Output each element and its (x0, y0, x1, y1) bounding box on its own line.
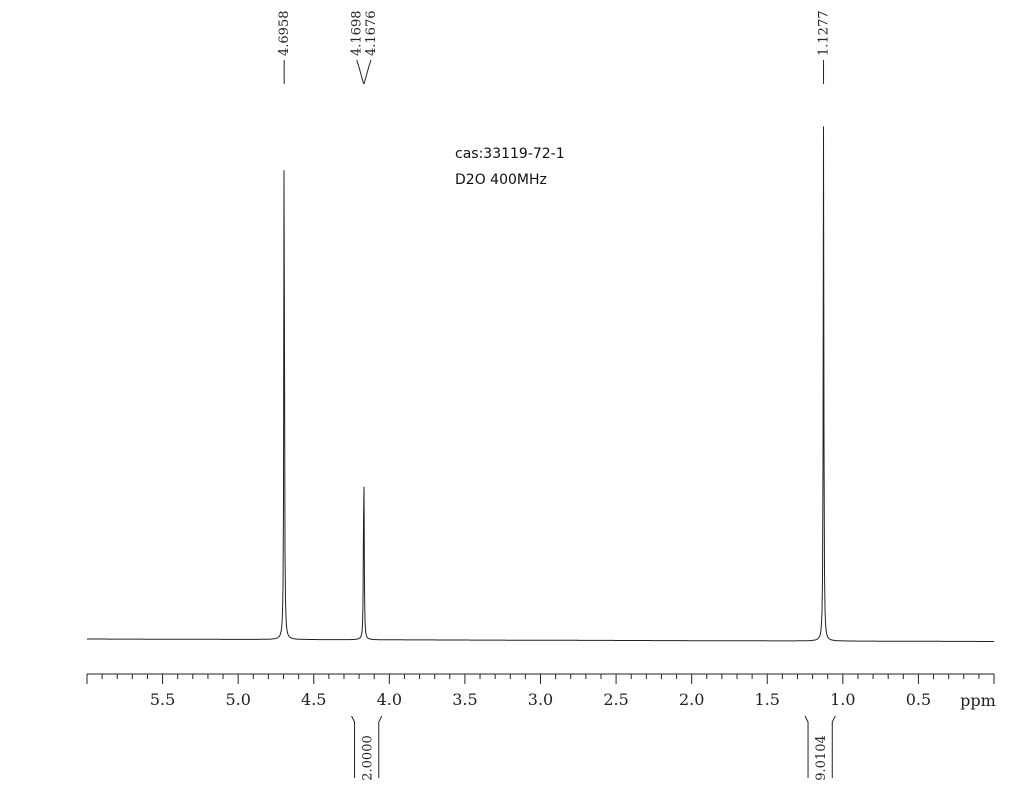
peak-leader-line (358, 65, 365, 85)
x-tick-label: 3.0 (528, 690, 553, 709)
peak-leader-line (363, 65, 370, 85)
peak-label: 4.6958 (277, 11, 292, 57)
peak-label: 1.1277 (817, 11, 832, 57)
integral-group: 2.0000 9.0104 (351, 715, 836, 781)
x-tick-label: 1.0 (830, 690, 855, 709)
peak-label: 4.1698 (350, 11, 365, 57)
x-tick-label: 5.5 (150, 690, 175, 709)
integral-bracket (351, 715, 356, 778)
integral-bracket (831, 715, 836, 778)
integral-bracket (804, 715, 809, 778)
peak-leader-line (368, 59, 372, 67)
x-tick-label: 4.0 (377, 690, 402, 709)
sample-cas-annotation: cas:33119-72-1 (455, 146, 565, 162)
spectrum-trace (87, 126, 994, 642)
x-tick-label: 5.0 (225, 690, 250, 709)
x-tick-label: 1.5 (755, 690, 780, 709)
x-tick-label: 2.5 (603, 690, 628, 709)
integral-value-label: 9.0104 (814, 735, 829, 781)
peak-leader-line (356, 59, 360, 67)
solvent-frequency-annotation: D2O 400MHz (455, 172, 547, 188)
x-tick-label: 3.5 (452, 690, 477, 709)
integral-value-label: 2.0000 (361, 735, 376, 781)
peak-label: 4.1676 (364, 11, 379, 57)
x-tick-label: 4.5 (301, 690, 326, 709)
peak-label-group: 4.6958 4.1698 4.1676 1.1277 (277, 11, 832, 85)
x-tick-label: 0.5 (906, 690, 931, 709)
x-axis-ticks: 5.5 5.0 4.5 4.0 3.5 3.0 2.5 2.0 1.5 1.0 0.5 (86, 674, 995, 709)
x-axis-label: ppm (960, 691, 996, 710)
integral-bracket (378, 715, 383, 778)
x-tick-label: 2.0 (679, 690, 704, 709)
